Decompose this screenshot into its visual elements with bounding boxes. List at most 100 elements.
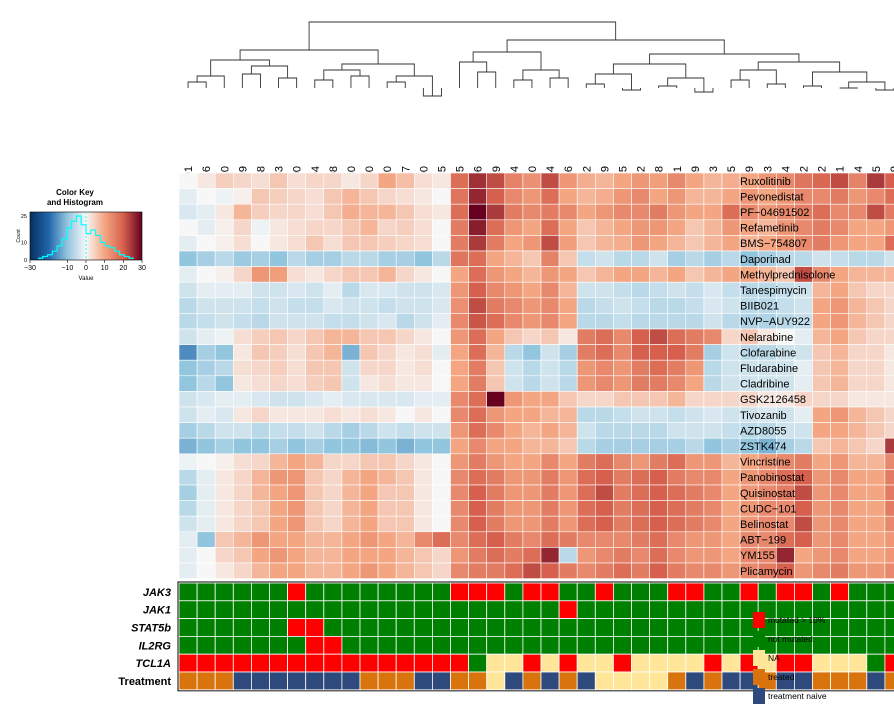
heatmap-cell: [413, 313, 433, 330]
heatmap-cell: [468, 469, 488, 486]
heatmap-cell: [413, 266, 433, 283]
heatmap-cell: [594, 375, 614, 392]
heatmap-cell: [558, 484, 578, 501]
heatmap-cell: [395, 235, 415, 252]
annotation-cell: [649, 636, 669, 655]
dendrogram-branch: [459, 61, 488, 88]
heatmap-cell: [540, 172, 560, 189]
heatmap-cell: [540, 313, 560, 330]
annotation-cell: [721, 671, 741, 691]
annotation-cell: [341, 618, 361, 637]
heatmap-cell: [504, 188, 524, 205]
heatmap-cell: [233, 484, 252, 501]
drug-label: BMS−754807: [740, 238, 807, 250]
heatmap-cell: [830, 422, 849, 439]
annotation-cell: [685, 618, 705, 637]
heatmap-cell: [377, 391, 397, 408]
heatmap-cell: [305, 172, 325, 189]
annotation-cell: [431, 600, 451, 619]
heatmap-cell: [576, 437, 596, 455]
heatmap-cell: [395, 406, 415, 423]
heatmap-cell: [613, 235, 632, 252]
heatmap-cell: [866, 562, 886, 579]
heatmap-cell: [576, 328, 596, 345]
heatmap-cell: [450, 219, 469, 236]
heatmap-cell: [540, 406, 560, 423]
heatmap-cell: [432, 500, 451, 517]
annotation-cell: [685, 582, 705, 602]
dendrogram-branch: [667, 77, 705, 92]
heatmap-cell: [178, 219, 198, 236]
annotation-cell: [178, 653, 198, 673]
heatmap-cell: [341, 547, 361, 564]
annotation-row-label: IL2RG: [139, 640, 172, 652]
annotation-cell: [884, 582, 894, 602]
heatmap-cell: [486, 297, 506, 314]
heatmap-cell: [848, 281, 868, 299]
heatmap-cell: [613, 375, 632, 392]
heatmap-cell: [667, 250, 687, 267]
heatmap-cell: [305, 562, 325, 579]
heatmap-cell: [214, 328, 234, 345]
heatmap-cell: [504, 406, 524, 423]
heatmap-cell: [413, 422, 433, 439]
heatmap-cell: [486, 188, 506, 205]
annotation-cell: [395, 600, 415, 619]
heatmap-cell: [269, 484, 288, 501]
heatmap-cell: [178, 500, 198, 517]
heatmap-cell: [305, 531, 325, 548]
heatmap-cell: [613, 172, 632, 189]
heatmap-cell: [667, 422, 687, 439]
heatmap-cell: [685, 453, 705, 470]
heatmap-cell: [251, 313, 270, 330]
heatmap-cell: [486, 547, 506, 564]
annotation-cell: [848, 653, 868, 673]
heatmap-cell: [178, 297, 198, 314]
heatmap-cell: [631, 219, 650, 236]
column-dendrogram: [187, 21, 894, 97]
heatmap-cell: [703, 359, 723, 377]
dendrogram-branch: [323, 69, 361, 80]
heatmap-cell: [721, 375, 741, 392]
heatmap-cell: [649, 391, 668, 408]
annotation-cell: [594, 653, 614, 673]
heatmap-cell: [649, 406, 668, 423]
heatmap-cell: [594, 219, 614, 236]
heatmap-cell: [214, 375, 234, 392]
heatmap-cell: [377, 406, 397, 423]
annotation-cell: [594, 636, 614, 655]
heatmap-cell: [848, 328, 868, 345]
heatmap-cell: [794, 297, 813, 314]
heatmap-cell: [631, 359, 650, 377]
heatmap-cell: [594, 562, 614, 579]
heatmap-cell: [576, 313, 596, 330]
dendrogram-branch: [278, 77, 298, 88]
heatmap-cell: [395, 562, 415, 579]
heatmap-cell: [540, 437, 560, 455]
annotation-cell: [323, 653, 343, 673]
heatmap-cell: [667, 219, 687, 236]
heatmap-cell: [558, 266, 578, 283]
heatmap-cell: [594, 172, 614, 189]
heatmap-cell: [558, 250, 578, 267]
annotation-cell: [522, 653, 542, 673]
annotation-cell: [631, 671, 651, 691]
heatmap-cell: [269, 266, 288, 283]
heatmap-cell: [866, 250, 886, 267]
heatmap-cell: [504, 266, 524, 283]
heatmap-cell: [866, 235, 886, 252]
dendrogram-branch: [803, 85, 822, 88]
annotation-cell: [359, 653, 379, 673]
dendrogram-branch: [549, 77, 569, 88]
heatmap-cell: [341, 250, 361, 267]
annotation-row-label: JAK1: [143, 605, 171, 617]
heatmap-cell: [395, 266, 415, 283]
heatmap-cell: [631, 484, 650, 501]
heatmap-cell: [848, 562, 868, 579]
heatmap-cell: [486, 328, 506, 345]
heatmap-cell: [214, 250, 234, 267]
heatmap-cell: [432, 437, 451, 455]
legend-label: not mutated: [768, 634, 813, 644]
heatmap-cell: [649, 500, 668, 517]
annotation-cell: [395, 618, 415, 637]
